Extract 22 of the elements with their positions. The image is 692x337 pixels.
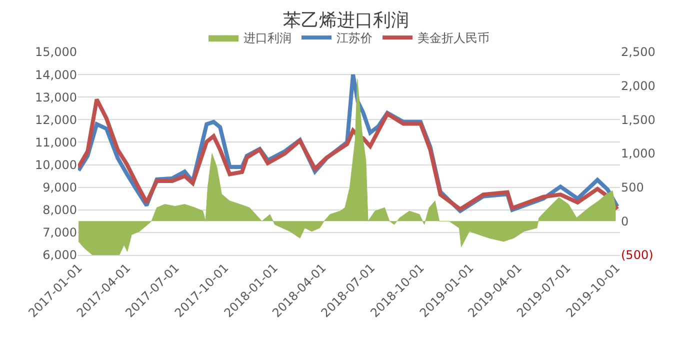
legend-label: 美金折人民币 <box>418 31 490 46</box>
y-tick-label: 7,000 <box>42 226 77 240</box>
y2-tick-label: 2,000 <box>621 79 656 94</box>
y-tick-label: 14,000 <box>35 68 77 82</box>
legend-label: 进口利润 <box>244 31 292 46</box>
y-tick-label: 15,000 <box>35 45 77 60</box>
y2-tick-label: (500) <box>621 248 654 262</box>
chart-title: 苯乙烯进口利润 <box>283 10 409 32</box>
y2-tick-label: 1,500 <box>621 112 656 127</box>
y-tick-label: 10,000 <box>35 158 77 172</box>
line-series <box>78 97 620 212</box>
y-tick-label: 8,000 <box>42 203 77 218</box>
y-tick-label: 6,000 <box>42 248 77 262</box>
y-tick-label: 13,000 <box>35 90 77 104</box>
y2-tick-label: 1,000 <box>621 146 656 161</box>
legend-label: 江苏价 <box>336 31 372 46</box>
y-tick-label: 12,000 <box>35 112 77 127</box>
y-tick-label: 9,000 <box>42 180 77 195</box>
y2-tick-label: 500 <box>621 180 644 195</box>
y2-tick-label: 0 <box>621 214 629 228</box>
y-tick-label: 11,000 <box>35 135 77 150</box>
y2-tick-label: 2,500 <box>621 45 656 60</box>
